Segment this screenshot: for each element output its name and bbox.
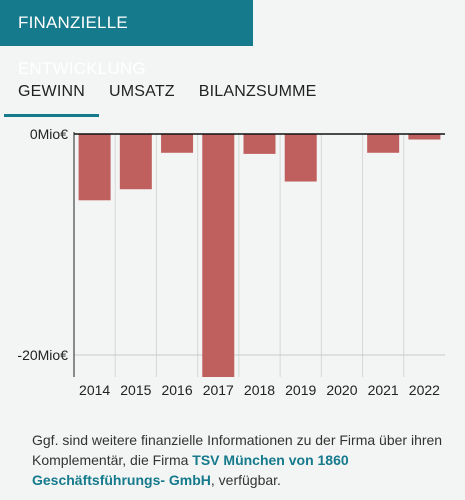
section-title-text: FINANZIELLE ENTWICKLUNG [18,13,146,78]
x-tick-label: 2018 [244,382,275,398]
x-tick-label: 2022 [409,382,440,398]
x-tick-label: 2021 [368,382,399,398]
tab-gewinn[interactable]: GEWINN [4,78,99,117]
bar-2018 [243,134,276,154]
profit-bar-chart: 0Mio€ -20Mio€ 2014 2015 2016 2017 2018 2019 2020… [17,126,445,398]
x-tick-label: 2015 [120,382,151,398]
tab-bilanzsumme[interactable]: BILANZSUMME [198,83,317,100]
footer-text-after: , verfügbar. [210,472,281,488]
bar-2019 [284,134,317,182]
footer-text-before: Ggf. sind weitere finanzielle Informatio… [32,432,443,468]
company-link[interactable]: TSV München von 1860 Geschäftsführungs- … [32,452,349,488]
x-tick-label: 2014 [79,382,110,398]
tab-umsatz[interactable]: UMSATZ [108,83,175,100]
x-tick-label: 2016 [161,382,192,398]
bar-2015 [119,134,152,190]
bar-2022 [408,134,441,140]
bar-2014 [78,134,111,201]
x-tick-label: 2017 [203,382,234,398]
bar-2017 [202,134,235,377]
section-title: FINANZIELLE ENTWICKLUNG [0,0,253,78]
x-tick-label: 2019 [285,382,316,398]
y-tick-label: -20Mio€ [17,347,68,363]
x-tick-label: 2020 [326,382,357,398]
y-tick-label: 0Mio€ [30,126,68,142]
footer-note: Ggf. sind weitere finanzielle Informatio… [32,430,452,490]
bar-2021 [367,134,400,153]
bar-2016 [161,134,194,153]
metric-tabs: GEWINN UMSATZ BILANZSUMME [4,78,341,117]
